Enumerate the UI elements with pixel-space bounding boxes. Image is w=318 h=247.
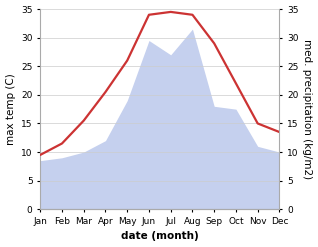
- X-axis label: date (month): date (month): [121, 231, 199, 242]
- Y-axis label: max temp (C): max temp (C): [5, 73, 16, 145]
- Y-axis label: med. precipitation (kg/m2): med. precipitation (kg/m2): [302, 39, 313, 179]
